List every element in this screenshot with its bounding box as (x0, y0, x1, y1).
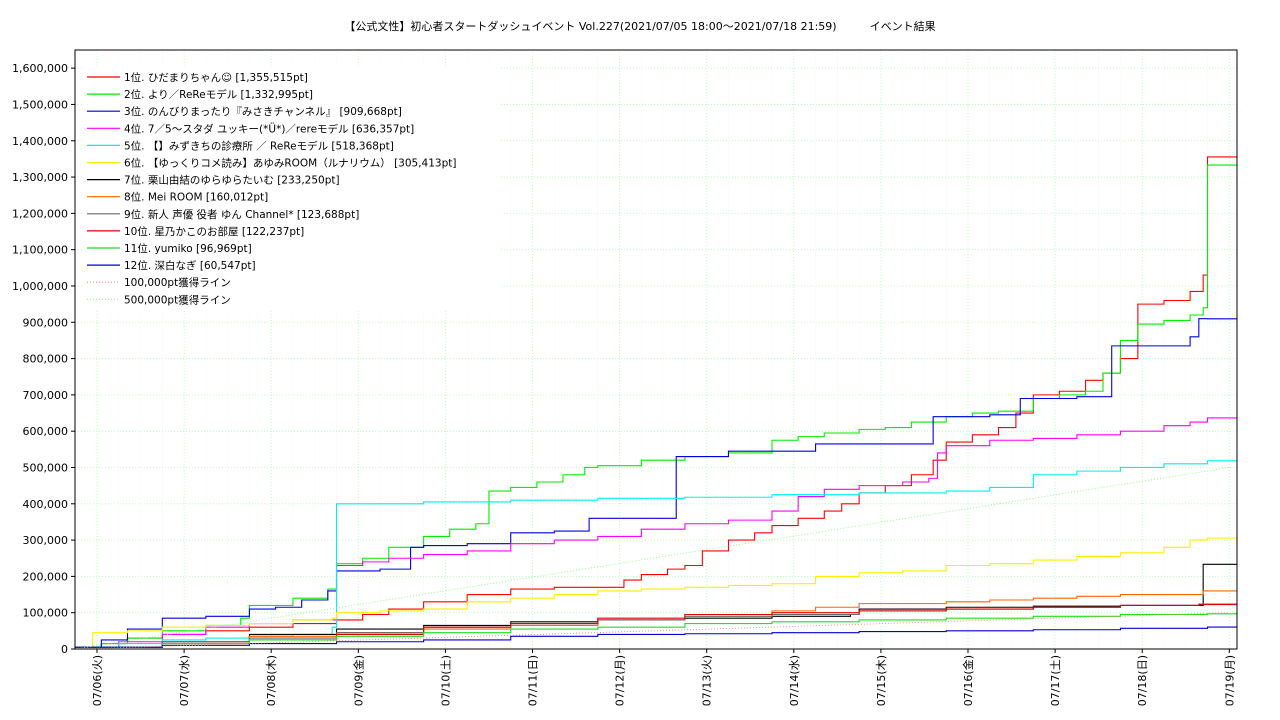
x-tick-label: 07/13(火) (701, 655, 714, 706)
y-tick-label: 500,000 (23, 461, 69, 474)
legend-entry: 2位. より／ReReモデル [1,332,995pt] (124, 88, 313, 101)
legend-entry: 9位. 新人 声優 役者 ゆん Channel* [123,688pt] (124, 208, 359, 221)
y-tick-label: 100,000 (23, 607, 69, 620)
x-tick-label: 07/07(水) (178, 655, 191, 706)
axis-layer: 0 100,000 200,000 300,000 400,000 500,000 600,… (12, 62, 1236, 706)
y-tick-label: 1,600,000 (12, 62, 68, 75)
legend-box (82, 66, 500, 310)
y-tick-label: 0 (61, 643, 68, 656)
series-line-2 (75, 164, 1237, 648)
series-layer (75, 156, 1237, 650)
plot-frame (74, 49, 1238, 650)
legend-layer: 1位. ひだまりちゃん☺ [1,355,515pt] 2位. より／ReReモデル… (82, 66, 500, 310)
y-tick-label: 300,000 (23, 534, 69, 547)
y-tick-label: 900,000 (23, 316, 69, 329)
legend-entry: 100,000pt獲得ライン (124, 276, 231, 289)
y-tick-label: 400,000 (23, 498, 69, 511)
y-tick-label: 200,000 (23, 570, 69, 583)
x-tick-label: 07/18(日) (1136, 655, 1149, 706)
x-tick-label: 07/10(土) (439, 655, 452, 706)
y-tick-label: 1,100,000 (12, 244, 68, 257)
series-line-1 (75, 156, 1237, 648)
legend-entry: 8位. Mei ROOM [160,012pt] (124, 191, 268, 204)
y-tick-label: 1,500,000 (12, 98, 68, 111)
legend-entry: 7位. 栗山由結のゆらゆらたいむ [233,250pt] (124, 174, 340, 187)
x-tick-label: 07/16(金) (961, 655, 975, 706)
x-tick-label: 07/17(土) (1049, 655, 1062, 706)
x-tick-label: 07/12(月) (614, 655, 627, 706)
x-tick-label: 07/11(日) (527, 655, 540, 706)
series-line-13 (75, 612, 1230, 650)
series-line-11 (75, 613, 1237, 648)
series-line-6 (75, 537, 1237, 648)
x-tick-label: 07/06(火) (91, 655, 104, 706)
legend-entry: 5位. 【】みずきちの診療所 ／ ReReモデル [518,368pt] (124, 139, 394, 152)
y-tick-label: 700,000 (23, 389, 69, 402)
y-tick-label: 800,000 (23, 353, 69, 366)
legend-entry: 500,000pt獲得ライン (124, 293, 231, 306)
series-line-5 (75, 460, 1237, 648)
y-tick-label: 1,200,000 (12, 207, 68, 220)
y-tick-label: 1,300,000 (12, 171, 68, 184)
legend-entry: 1位. ひだまりちゃん☺ [1,355,515pt] (124, 71, 308, 84)
x-tick-label: 07/09(金) (351, 655, 365, 706)
y-tick-label: 1,000,000 (12, 280, 68, 293)
series-line-12 (75, 626, 1237, 648)
chart-title: 【公式文性】初心者スタートダッシュイベント Vol.227(2021/07/05… (344, 20, 936, 33)
x-tick-label: 07/19(月) (1223, 655, 1236, 706)
series-line-3 (75, 318, 1237, 648)
x-tick-label: 07/15(木) (875, 655, 888, 706)
x-tick-label: 07/08(木) (265, 655, 278, 706)
y-tick-label: 1,400,000 (12, 135, 68, 148)
legend-entry: 4位. 7／5〜スタダ ユッキー(*Ü*)／rereモデル [636,357pt… (124, 122, 414, 135)
legend-entry: 3位. のんびりまったり『みさきチャンネル』 [909,668pt] (124, 105, 402, 118)
series-line-14 (75, 467, 1230, 650)
y-tick-label: 600,000 (23, 425, 69, 438)
legend-entry: 11位. yumiko [96,969pt] (124, 242, 252, 255)
legend-entry: 10位. 星乃かこのお部屋 [122,237pt] (124, 225, 304, 238)
legend-entry: 12位. 深白なぎ [60,547pt] (124, 259, 256, 272)
legend-entry: 6位. 【ゆっくりコメ読み】あゆみROOM（ルナリウム） [305,413pt] (124, 157, 456, 170)
x-tick-label: 07/14(水) (788, 655, 801, 706)
